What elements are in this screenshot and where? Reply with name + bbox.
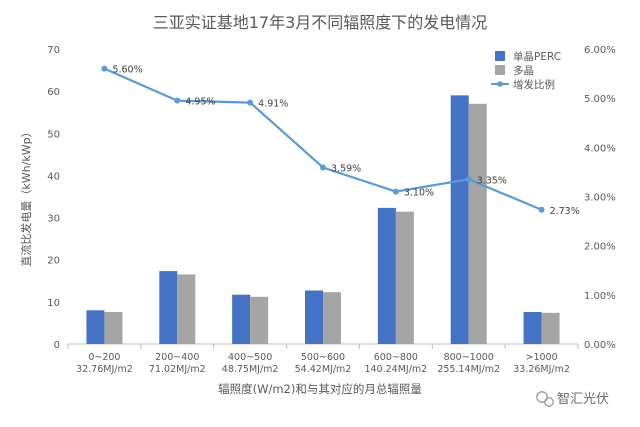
y-tick-label: 50 bbox=[47, 129, 60, 140]
x-tick-label-sub: 54.42MJ/m2 bbox=[295, 364, 352, 375]
y-axis-title: 直流比发电量（kWh/kWp） bbox=[19, 126, 33, 266]
y2-tick-label: 0.00% bbox=[584, 340, 616, 351]
bar-mono-perc bbox=[523, 311, 542, 344]
y2-tick-label: 2.00% bbox=[584, 242, 616, 253]
ratio-data-label: 4.91% bbox=[258, 99, 288, 110]
x-tick-label-sub: 32.76MJ/m2 bbox=[76, 364, 133, 375]
x-tick-label: >1000 bbox=[526, 352, 558, 363]
bar-mono-perc bbox=[159, 271, 178, 344]
x-tick-label-sub: 33.26MJ/m2 bbox=[513, 364, 570, 375]
watermark: 智汇光伏 bbox=[536, 391, 609, 407]
y-tick-label: 20 bbox=[47, 256, 60, 267]
legend-line-marker bbox=[497, 81, 503, 87]
bar-multi bbox=[468, 103, 487, 345]
ratio-point bbox=[465, 176, 472, 183]
y-tick-label: 0 bbox=[54, 340, 60, 351]
x-tick-label: 500~600 bbox=[301, 352, 345, 363]
watermark-text: 智汇光伏 bbox=[557, 392, 609, 407]
ratio-point bbox=[174, 97, 181, 104]
ratio-data-label: 5.60% bbox=[112, 65, 142, 76]
bar-multi bbox=[541, 312, 560, 344]
ratio-point bbox=[247, 99, 254, 106]
bar-mono-perc bbox=[232, 294, 251, 344]
ratio-point bbox=[538, 206, 545, 213]
bar-multi bbox=[323, 292, 341, 344]
legend-swatch bbox=[495, 65, 505, 75]
x-tick-label-sub: 140.24MJ/m2 bbox=[364, 364, 427, 375]
ratio-point bbox=[320, 164, 326, 171]
y-tick-label: 40 bbox=[47, 171, 60, 182]
bar-mono-perc bbox=[86, 310, 105, 344]
ratio-data-label: 3.10% bbox=[404, 188, 434, 199]
y2-tick-label: 4.00% bbox=[584, 143, 616, 154]
wechat-icon bbox=[536, 391, 554, 407]
y-tick-label: 70 bbox=[47, 45, 60, 56]
legend-swatch bbox=[495, 51, 505, 61]
y-tick-label: 60 bbox=[47, 87, 60, 98]
y2-tick-label: 5.00% bbox=[584, 94, 616, 105]
ratio-data-label: 3.35% bbox=[477, 175, 507, 186]
x-tick-label: 800~1000 bbox=[444, 352, 494, 363]
legend-entry: 单晶PERC bbox=[513, 51, 561, 63]
legend-entry: 多晶 bbox=[513, 64, 534, 77]
y2-tick-label: 6.00% bbox=[584, 45, 616, 56]
bar-multi bbox=[395, 211, 414, 344]
ratio-data-label: 4.95% bbox=[185, 97, 215, 108]
ratio-point bbox=[101, 65, 108, 72]
chart-title: 三亚实证基地17年3月不同辐照度下的发电情况 bbox=[153, 13, 488, 32]
bar-mono-perc bbox=[305, 290, 323, 344]
bar-multi bbox=[104, 311, 123, 344]
x-tick-label: 400~500 bbox=[228, 352, 272, 363]
bar-multi bbox=[250, 296, 269, 344]
bar-mono-perc bbox=[450, 95, 469, 344]
x-tick-label-sub: 48.75MJ/m2 bbox=[222, 364, 279, 375]
ratio-data-label: 2.73% bbox=[550, 206, 580, 217]
bar-mono-perc bbox=[377, 207, 396, 344]
x-tick-label: 200~400 bbox=[155, 352, 199, 363]
x-tick-label: 600~800 bbox=[374, 352, 418, 363]
y2-tick-label: 3.00% bbox=[584, 193, 616, 204]
x-tick-label-sub: 71.02MJ/m2 bbox=[149, 364, 206, 375]
ratio-point bbox=[392, 188, 399, 195]
legend-entry: 增发比例 bbox=[513, 78, 555, 91]
x-tick-label-sub: 255.14MJ/m2 bbox=[437, 364, 500, 375]
ratio-data-label: 3.59% bbox=[331, 163, 361, 174]
bar-multi bbox=[177, 274, 196, 344]
y2-tick-label: 1.00% bbox=[584, 291, 616, 302]
y-tick-label: 10 bbox=[47, 298, 60, 309]
x-axis-title: 辐照度(W/m2)和与其对应的月总辐照量 bbox=[218, 382, 422, 396]
y-tick-label: 30 bbox=[47, 214, 60, 225]
x-tick-label: 0~200 bbox=[88, 352, 120, 363]
